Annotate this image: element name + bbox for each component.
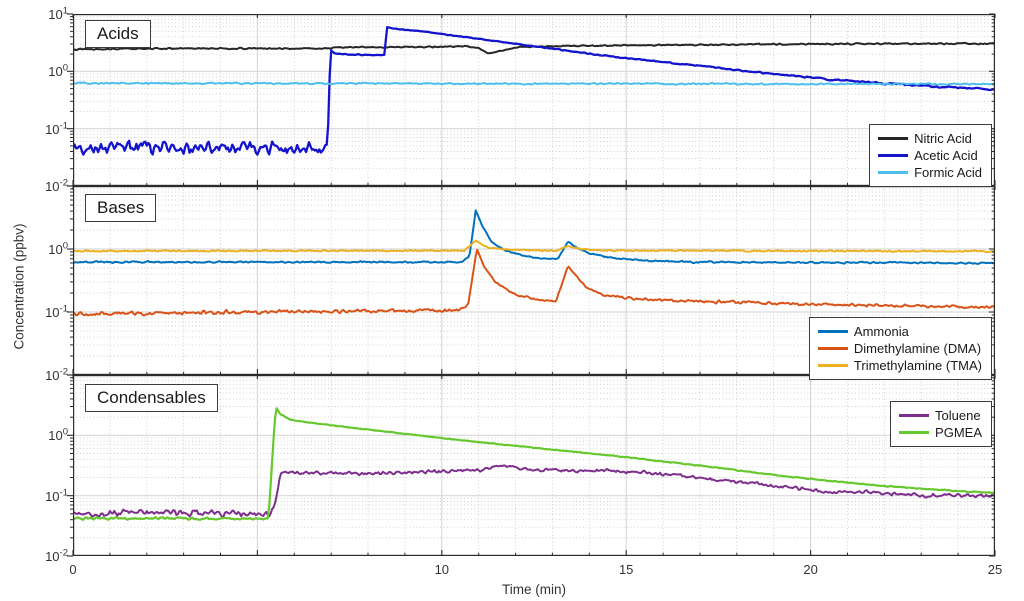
legend-line-swatch [899,414,930,417]
legend-item: Ammonia [817,323,982,340]
legend-item: Acetic Acid [878,147,982,164]
panel-title-bases: Bases [85,194,157,223]
legend-line-swatch [878,154,909,157]
x-tick-label: 20 [803,562,818,577]
x-tick-label: 15 [618,562,634,577]
legend-label: PGMEA [935,425,982,440]
legend-label: Ammonia [853,324,909,339]
legend-bases: Ammonia Dimethylamine (DMA) Trimethylamine… [808,317,992,380]
legend-label: Trimethylamine (TMA) [853,358,982,373]
x-axis-label: Time (min) [502,582,566,597]
panel-svg-condensables [67,374,996,557]
x-tick-label: 0 [69,562,77,577]
legend-line-swatch [817,330,848,333]
legend-condensables: Toluene PGMEA [890,401,992,447]
panel-svg-acids [67,13,996,187]
y-tick-label: 100 [48,63,68,80]
y-tick-label: 100 [48,240,68,257]
legend-line-swatch [878,137,909,140]
panel-title-acids: Acids [85,20,151,49]
y-tick-label: 100 [48,427,68,444]
legend-item: Trimethylamine (TMA) [817,357,982,374]
legend-item: Nitric Acid [878,130,982,147]
y-tick-label: 10-2 [45,547,68,564]
legend-label: Acetic Acid [914,148,978,163]
legend-label: Dimethylamine (DMA) [853,341,982,356]
legend-item: PGMEA [899,424,982,441]
legend-line-swatch [878,171,909,174]
y-tick-label: 10-1 [45,487,68,504]
y-tick-label: 10-2 [45,366,68,383]
x-tick-label: 10 [434,562,450,577]
legend-item: Toluene [899,407,982,424]
x-tick-label: 25 [987,562,1003,577]
y-tick-label: 101 [48,5,68,22]
legend-acids: Nitric Acid Acetic Acid Formic Acid [869,124,992,187]
legend-label: Nitric Acid [914,131,972,146]
y-tick-label: 10-2 [45,177,68,194]
legend-item: Formic Acid [878,164,982,181]
legend-line-swatch [817,364,848,367]
legend-item: Dimethylamine (DMA) [817,340,982,357]
y-tick-label: 10-1 [45,120,68,137]
panel-title-condensables: Condensables [85,384,218,413]
legend-line-swatch [817,347,848,350]
y-tick-label: 10-1 [45,303,68,320]
legend-label: Toluene [935,408,981,423]
legend-line-swatch [899,431,930,434]
legend-label: Formic Acid [914,165,982,180]
